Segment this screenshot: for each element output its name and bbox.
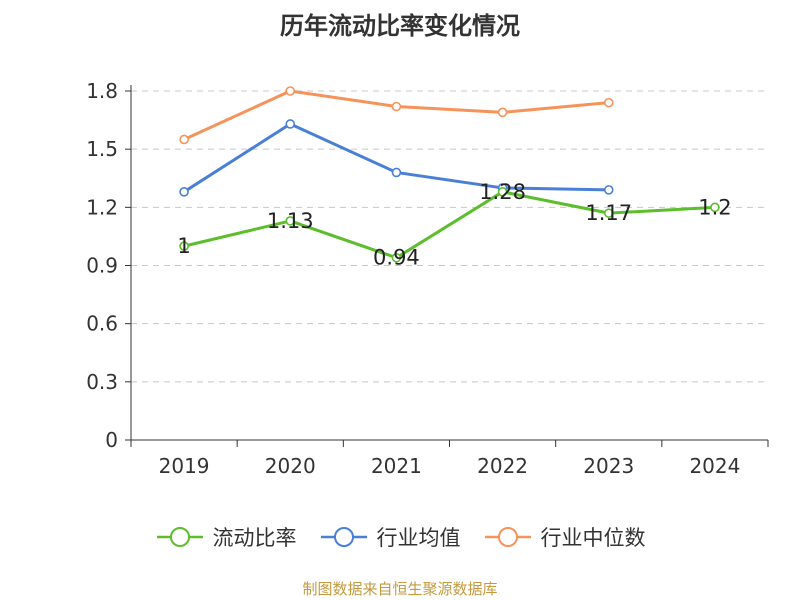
data-point: [497, 107, 508, 118]
legend-item[interactable]: 行业中位数: [483, 522, 646, 552]
data-point: [603, 185, 614, 195]
legend-label: 行业均值: [376, 526, 461, 550]
data-point: [179, 187, 189, 197]
x-tick-label: 2024: [689, 454, 740, 478]
data-label: 0.94: [373, 246, 420, 270]
data-point: [285, 119, 296, 129]
y-tick-label: 1.2: [86, 195, 118, 219]
grid-lines: [131, 90, 768, 383]
series-lines: [179, 86, 720, 263]
legend-label: 流动比率: [212, 526, 297, 550]
data-label: 1: [177, 234, 190, 258]
y-tick-label: 0.3: [86, 370, 118, 394]
data-point: [391, 167, 402, 178]
series-line: [183, 122, 609, 194]
data-point: [179, 134, 189, 145]
data-point: [391, 101, 402, 112]
data-label: 1.28: [479, 180, 526, 204]
axes: 0 0.3 0.6 0.9 1.2 1.5 1.8 2019 2020 2021 2022 2023 2…: [86, 79, 769, 478]
data-point: [603, 208, 614, 218]
legend-label: 行业中位数: [540, 526, 646, 550]
data-label: 1.2: [698, 195, 731, 219]
data-label: 1.17: [585, 201, 632, 225]
x-tick-label: 2022: [477, 454, 528, 478]
y-tick-label: 0.9: [86, 254, 118, 278]
legend-item[interactable]: 行业均值: [319, 522, 461, 552]
data-point: [710, 202, 720, 213]
x-tick-label: 2020: [265, 454, 316, 478]
legend-marker-icon: [484, 527, 531, 547]
legend-marker-icon: [320, 527, 367, 547]
y-tick-label: 1.8: [86, 79, 118, 103]
data-point: [603, 97, 614, 108]
y-tick-label: 0.6: [86, 312, 118, 336]
data-label: 1.13: [267, 209, 314, 233]
data-point: [285, 216, 296, 226]
source-note: 制图数据来自恒生聚源数据库: [302, 580, 498, 598]
data-labels: 1 1.13 0.94 1.28 1.17 1.2: [177, 180, 731, 270]
series-line: [183, 89, 609, 141]
y-tick-label: 1.5: [86, 137, 118, 161]
series-line: [183, 190, 715, 260]
chart-title: 历年流动比率变化情况: [280, 12, 520, 40]
x-tick-label: 2019: [159, 454, 210, 478]
legend-item[interactable]: 流动比率: [155, 522, 297, 552]
x-tick-label: 2021: [371, 454, 422, 478]
legend: 流动比率 行业均值 行业中位数: [0, 519, 800, 555]
data-point: [497, 187, 508, 197]
data-point: [285, 86, 296, 96]
y-tick-label: 0: [105, 428, 118, 452]
x-tick-label: 2023: [583, 454, 634, 478]
data-point: [179, 241, 189, 251]
data-point: [391, 252, 402, 263]
legend-marker-icon: [156, 527, 203, 547]
